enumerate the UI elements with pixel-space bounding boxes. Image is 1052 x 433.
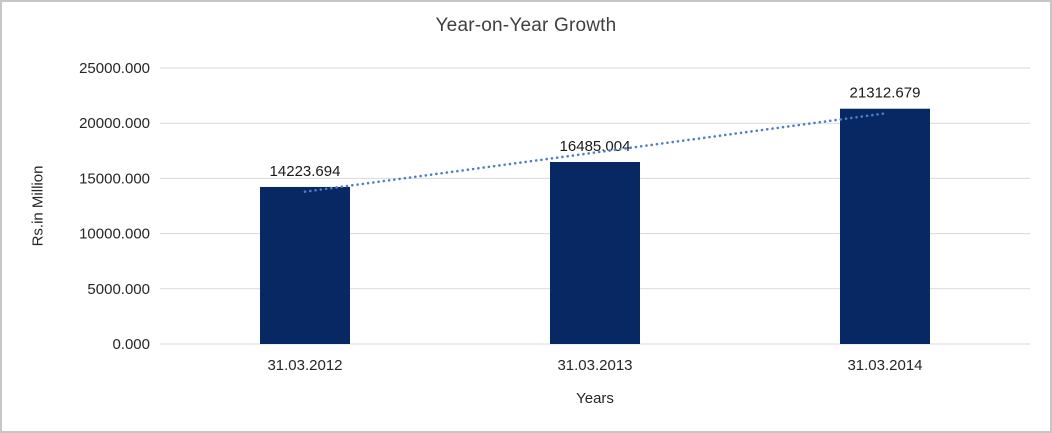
x-tick-label: 31.03.2014 — [847, 357, 922, 374]
trendline — [303, 112, 887, 193]
y-tick-label: 25000.000 — [79, 60, 150, 77]
bar — [840, 108, 930, 344]
bar-value-label: 14223.694 — [270, 163, 341, 180]
x-tick-label: 31.03.2012 — [267, 357, 342, 374]
chart-title: Year-on-Year Growth — [435, 15, 617, 36]
bar — [260, 186, 350, 344]
bar-value-label: 21312.679 — [850, 85, 921, 102]
y-tick-label: 10000.000 — [79, 226, 150, 243]
y-tick-label: 20000.000 — [79, 115, 150, 132]
y-tick-label: 0.000 — [112, 336, 150, 353]
x-axis-title: Years — [576, 390, 614, 407]
x-tick-label: 31.03.2013 — [557, 357, 632, 374]
bar — [550, 162, 640, 344]
y-tick-label: 5000.000 — [87, 281, 150, 298]
bar-value-label: 16485.004 — [560, 138, 631, 155]
y-tick-label: 15000.000 — [79, 170, 150, 187]
